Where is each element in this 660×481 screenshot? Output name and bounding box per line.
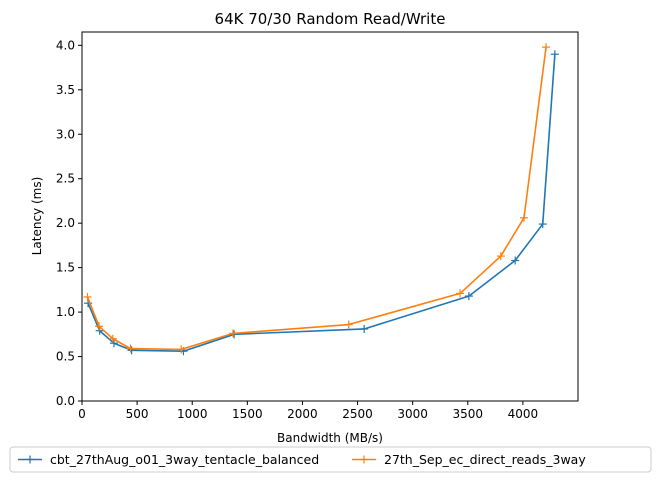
data-point <box>511 256 520 265</box>
x-tick-label: 2000 <box>287 407 318 421</box>
x-axis-ticks: 0 500 1000 1500 2000 2500 3000 3500 4000 <box>78 401 538 421</box>
y-tick-label: 3.5 <box>56 83 75 97</box>
data-point <box>127 346 136 355</box>
series-2 <box>83 43 551 354</box>
data-point <box>538 220 547 229</box>
y-axis-ticks: 0.0 0.5 1.0 1.5 2.0 2.5 3.0 3.5 4.0 <box>56 38 82 408</box>
data-point <box>109 339 118 348</box>
series-line <box>86 47 547 351</box>
x-tick-label: 500 <box>126 407 149 421</box>
x-tick-label: 1000 <box>177 407 208 421</box>
y-tick-label: 1.5 <box>56 261 75 275</box>
x-tick-label: 1500 <box>232 407 263 421</box>
data-point <box>229 329 238 338</box>
data-point <box>550 50 559 59</box>
data-point <box>456 289 465 298</box>
data-point <box>496 252 505 261</box>
data-point <box>126 344 135 353</box>
y-tick-label: 1.0 <box>56 305 75 319</box>
data-point <box>519 213 528 222</box>
legend: cbt_27thAug_o01_3way_tentacle_balanced 27… <box>9 446 652 473</box>
legend-box <box>9 446 652 473</box>
data-point <box>542 43 551 52</box>
data-point <box>344 320 353 329</box>
series-1 <box>84 50 559 356</box>
legend-entry: 27th_Sep_ec_direct_reads_3way <box>352 452 586 467</box>
x-tick-label: 4000 <box>508 407 539 421</box>
plot-frame <box>81 31 579 402</box>
legend-label: cbt_27thAug_o01_3way_tentacle_balanced <box>50 452 319 467</box>
x-tick-label: 2500 <box>342 407 373 421</box>
data-point <box>108 334 117 343</box>
data-point <box>83 292 92 301</box>
x-tick-label: 3500 <box>453 407 484 421</box>
series-line <box>87 54 556 353</box>
y-tick-label: 2.0 <box>56 216 75 230</box>
data-point <box>464 292 473 301</box>
x-tick-label: 0 <box>78 407 86 421</box>
x-axis-label: Bandwidth (MB/s) <box>277 431 383 445</box>
y-axis-label: Latency (ms) <box>30 177 44 256</box>
y-tick-label: 0.5 <box>56 350 75 364</box>
plot-area <box>81 31 579 402</box>
y-tick-label: 3.0 <box>56 127 75 141</box>
legend-label: 27th_Sep_ec_direct_reads_3way <box>384 452 586 467</box>
y-tick-label: 2.5 <box>56 172 75 186</box>
x-tick-label: 3000 <box>397 407 428 421</box>
y-tick-label: 0.0 <box>56 394 75 408</box>
chart-title: 64K 70/30 Random Read/Write <box>215 10 446 28</box>
data-point <box>360 324 369 333</box>
legend-entry: cbt_27thAug_o01_3way_tentacle_balanced <box>18 452 319 467</box>
data-point <box>95 322 104 331</box>
data-point <box>177 345 186 354</box>
y-tick-label: 4.0 <box>56 38 75 52</box>
